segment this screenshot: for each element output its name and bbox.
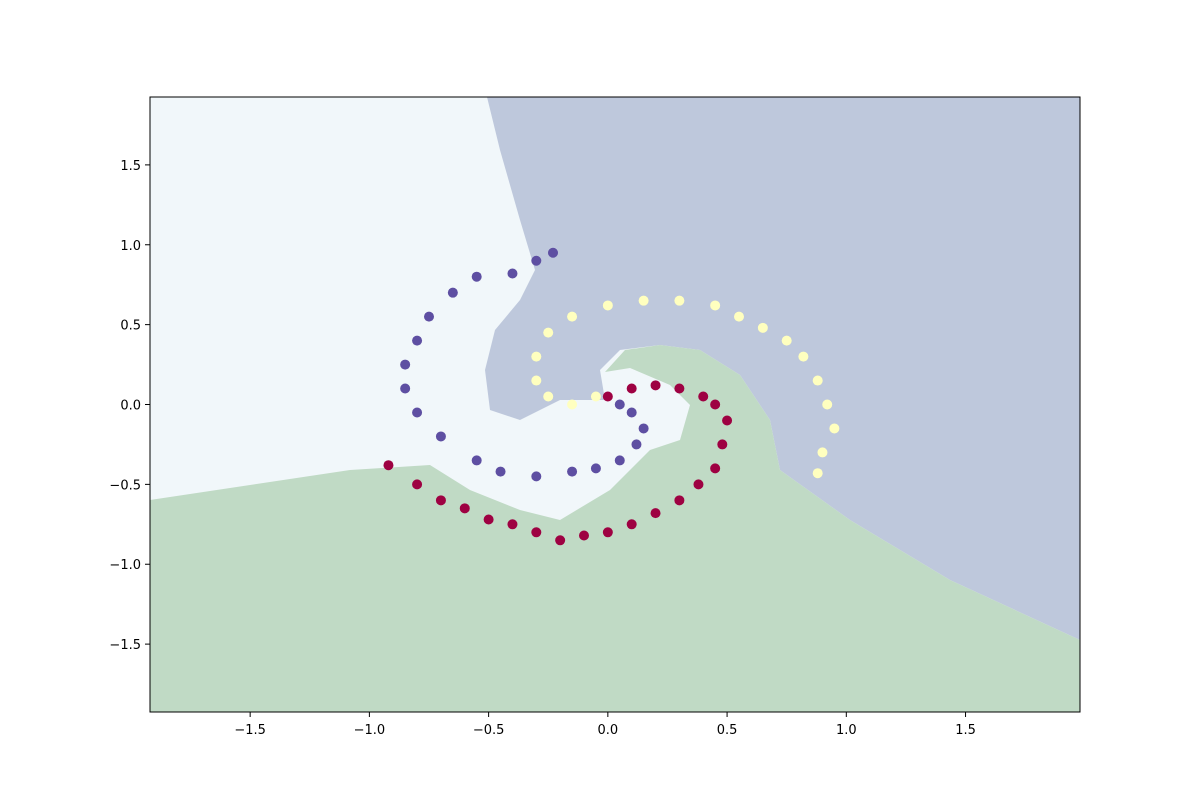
point xyxy=(579,530,589,541)
x-tick-label: −1.5 xyxy=(234,723,266,738)
point xyxy=(674,295,685,306)
point xyxy=(698,391,709,402)
x-tick-label: −1.0 xyxy=(354,723,386,738)
point xyxy=(507,519,518,530)
point xyxy=(471,271,482,282)
point xyxy=(435,495,446,506)
point xyxy=(626,519,637,530)
points xyxy=(383,247,840,546)
point xyxy=(531,351,542,362)
point xyxy=(400,359,411,370)
y-tick-label: 0.5 xyxy=(120,319,141,334)
point xyxy=(459,503,470,514)
y-tick-label: −0.5 xyxy=(109,478,141,493)
x-tick-label: 0.0 xyxy=(598,723,619,738)
point xyxy=(710,463,721,474)
point xyxy=(674,383,685,394)
point xyxy=(710,300,721,311)
point xyxy=(424,311,434,322)
point xyxy=(798,351,809,362)
point xyxy=(483,514,494,525)
point xyxy=(638,423,649,434)
point xyxy=(383,460,394,471)
point xyxy=(548,247,558,258)
x-tick-label: 0.5 xyxy=(717,723,738,738)
point xyxy=(531,375,542,386)
point xyxy=(650,508,661,519)
point xyxy=(555,535,566,546)
point xyxy=(590,463,601,474)
point xyxy=(781,335,792,346)
y-tick-label: −1.0 xyxy=(109,558,141,573)
point xyxy=(817,447,828,458)
point xyxy=(507,268,518,279)
point xyxy=(650,380,661,391)
point xyxy=(674,495,685,506)
point xyxy=(614,455,625,466)
point xyxy=(567,311,578,322)
point xyxy=(412,335,423,346)
point xyxy=(471,455,482,466)
x-tick-label: 1.0 xyxy=(836,723,857,738)
point xyxy=(829,423,840,434)
point xyxy=(812,375,823,386)
point xyxy=(567,399,578,410)
point xyxy=(495,466,506,477)
point xyxy=(614,399,625,410)
point xyxy=(531,471,542,482)
x-tick-label: 1.5 xyxy=(955,723,976,738)
point xyxy=(543,391,554,402)
point xyxy=(567,466,578,477)
y-tick-label: 0.0 xyxy=(120,399,141,414)
point xyxy=(412,479,423,490)
point xyxy=(734,311,744,322)
point xyxy=(710,399,721,410)
point xyxy=(400,383,411,394)
point xyxy=(531,255,542,266)
point xyxy=(447,287,458,298)
point xyxy=(757,322,768,333)
point xyxy=(602,300,613,311)
point xyxy=(822,399,833,410)
point xyxy=(543,327,554,338)
point xyxy=(435,431,446,442)
point xyxy=(590,391,601,402)
x-tick-label: −0.5 xyxy=(473,723,505,738)
point xyxy=(626,383,637,394)
point xyxy=(631,439,642,450)
y-tick-label: 1.0 xyxy=(120,239,141,254)
point xyxy=(693,479,704,490)
region-blue xyxy=(485,97,1080,640)
point xyxy=(602,391,613,402)
point xyxy=(602,527,613,538)
point xyxy=(812,468,823,479)
point xyxy=(626,407,637,418)
y-tick-label: −1.5 xyxy=(109,638,141,653)
point xyxy=(717,439,728,450)
point xyxy=(638,295,649,306)
y-tick-label: 1.5 xyxy=(120,159,141,174)
point xyxy=(531,527,542,538)
region-green xyxy=(150,345,1080,712)
point xyxy=(722,415,733,426)
point xyxy=(412,407,423,418)
